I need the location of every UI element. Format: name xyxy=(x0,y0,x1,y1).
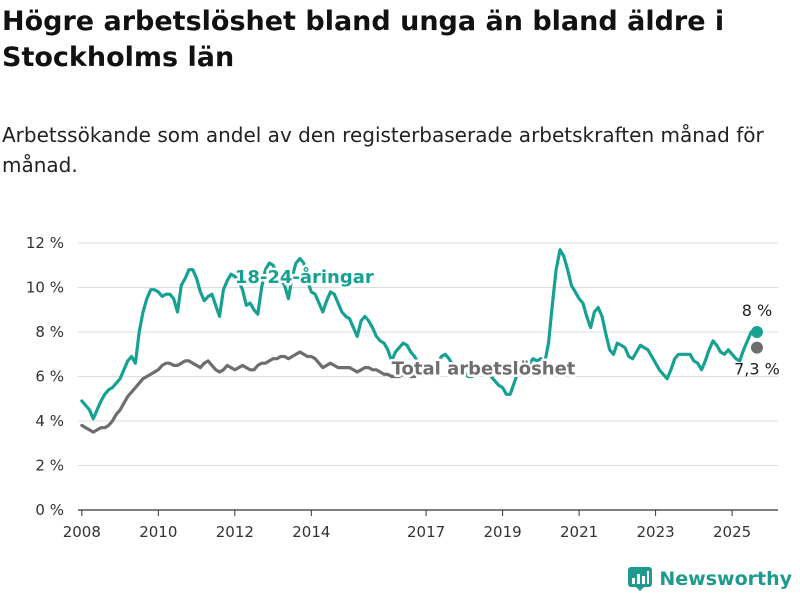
x-tick-label: 2023 xyxy=(637,523,675,541)
y-tick-label: 10 % xyxy=(26,279,64,297)
annotation-labels: 8 % 7,3 % 18-24-åringar Total arbetslöshet xyxy=(232,264,780,382)
axes: 0 % 2 % 4 % 6 % 8 % 10 % 12 % 2008 2010 2012 2014 2… xyxy=(26,234,778,541)
y-tick-label: 2 % xyxy=(35,457,64,475)
x-tick-label: 2010 xyxy=(139,523,177,541)
x-tick-label: 2014 xyxy=(292,523,330,541)
page-subtitle: Arbetssökande som andel av den registerb… xyxy=(2,123,764,177)
end-value-label: 7,3 % xyxy=(734,360,780,379)
y-tick-label: 4 % xyxy=(35,412,64,430)
series-end-marker xyxy=(750,326,763,338)
grid-lines xyxy=(78,242,778,466)
series-line xyxy=(80,350,417,434)
end-value-label: 8 % xyxy=(742,301,772,320)
newsworthy-logo-icon xyxy=(628,567,653,591)
x-tick-label: 2021 xyxy=(560,523,598,541)
x-tick-label: 2019 xyxy=(483,523,521,541)
x-tick-label: 2012 xyxy=(216,523,254,541)
series-annotation-label: 18-24-åringar xyxy=(235,266,374,288)
x-tick-label: 2017 xyxy=(407,523,445,541)
series-end-marker xyxy=(750,341,763,354)
series-annotation-label: Total arbetslöshet xyxy=(392,358,576,379)
brand-name: Newsworthy xyxy=(659,568,792,590)
series-lines xyxy=(80,248,763,434)
page-title: Högre arbetslöshet bland unga än bland ä… xyxy=(2,6,725,73)
y-tick-label: 12 % xyxy=(26,234,64,252)
y-tick-label: 6 % xyxy=(35,368,64,386)
brand-logo: Newsworthy xyxy=(627,566,792,592)
line-chart: 0 % 2 % 4 % 6 % 8 % 10 % 12 % 2008 2010 2012 2014 2… xyxy=(26,234,780,541)
y-tick-label: 8 % xyxy=(35,323,64,341)
series-line xyxy=(80,248,753,421)
y-tick-label: 0 % xyxy=(35,501,64,519)
x-tick-label: 2008 xyxy=(63,523,101,541)
x-tick-label: 2025 xyxy=(713,523,751,541)
